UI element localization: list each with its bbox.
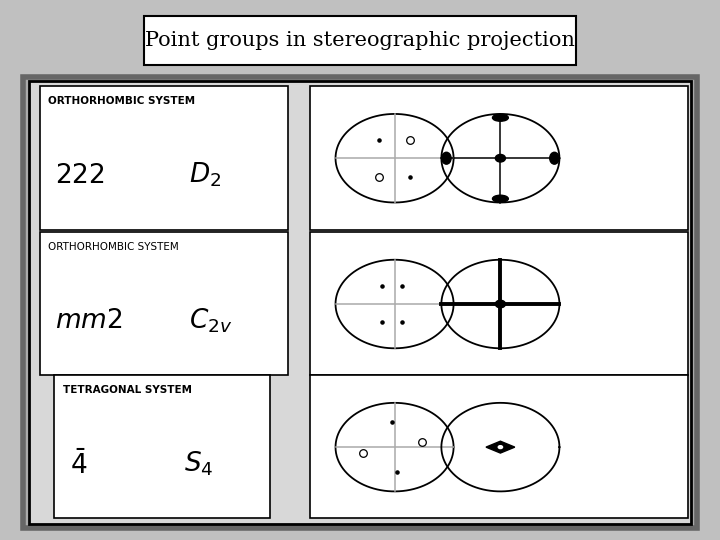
Ellipse shape bbox=[441, 152, 451, 164]
FancyBboxPatch shape bbox=[310, 375, 688, 518]
FancyBboxPatch shape bbox=[144, 16, 576, 65]
FancyBboxPatch shape bbox=[29, 81, 691, 524]
Text: TETRAGONAL SYSTEM: TETRAGONAL SYSTEM bbox=[63, 385, 192, 395]
Ellipse shape bbox=[550, 152, 559, 164]
Text: $\bar{4}$: $\bar{4}$ bbox=[70, 449, 87, 478]
Text: $222$: $222$ bbox=[55, 163, 105, 187]
FancyBboxPatch shape bbox=[23, 77, 697, 528]
Text: $C_{2v}$: $C_{2v}$ bbox=[189, 307, 232, 335]
FancyBboxPatch shape bbox=[310, 86, 688, 230]
Text: ORTHORHOMBIC SYSTEM: ORTHORHOMBIC SYSTEM bbox=[48, 96, 195, 106]
FancyBboxPatch shape bbox=[40, 86, 288, 230]
Ellipse shape bbox=[492, 114, 508, 122]
Text: ORTHORHOMBIC SYSTEM: ORTHORHOMBIC SYSTEM bbox=[48, 242, 179, 252]
Ellipse shape bbox=[495, 300, 505, 308]
Text: Point groups in stereographic projection: Point groups in stereographic projection bbox=[145, 31, 575, 50]
FancyBboxPatch shape bbox=[310, 232, 688, 375]
Text: $S_4$: $S_4$ bbox=[184, 450, 213, 478]
Circle shape bbox=[498, 445, 503, 449]
Ellipse shape bbox=[492, 195, 508, 202]
Polygon shape bbox=[486, 441, 515, 453]
Text: $mm2$: $mm2$ bbox=[55, 308, 123, 333]
Ellipse shape bbox=[495, 154, 505, 162]
FancyBboxPatch shape bbox=[54, 375, 270, 518]
FancyBboxPatch shape bbox=[40, 232, 288, 375]
Text: $D_2$: $D_2$ bbox=[189, 161, 221, 190]
